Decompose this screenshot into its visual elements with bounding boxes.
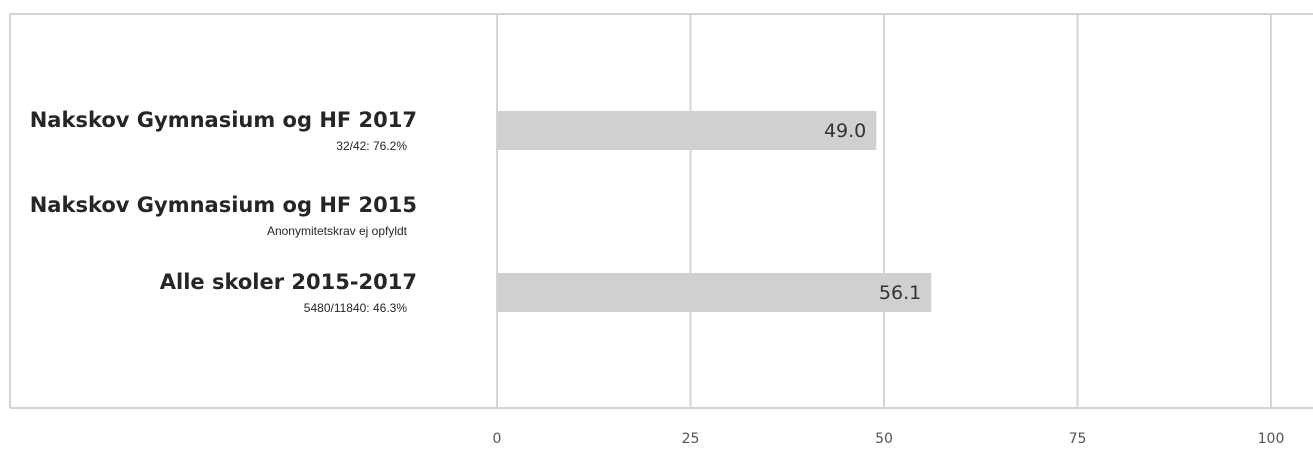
bar-value-label: 56.1 [879, 282, 921, 304]
x-tick-label: 100 [1258, 431, 1285, 447]
label-layer: Nakskov Gymnasium og HF 2017 32/42: 76.2%… [30, 108, 417, 315]
tick-layer: 0 25 50 75 100 [493, 431, 1285, 447]
category-label: Alle skoler 2015-2017 [160, 270, 417, 294]
grid-layer [9, 13, 1313, 409]
category-label: Nakskov Gymnasium og HF 2015 [30, 193, 417, 217]
bar [498, 273, 932, 312]
x-tick-label: 0 [493, 431, 502, 447]
bar-value-label: 49.0 [824, 120, 866, 142]
category-sublabel: 32/42: 76.2% [336, 139, 407, 153]
bar [498, 111, 877, 150]
category-sublabel: 5480/11840: 46.3% [304, 301, 408, 315]
bar-layer: 49.0 56.1 [498, 111, 932, 312]
category-sublabel: Anonymitetskrav ej opfyldt [267, 224, 408, 238]
category-label: Nakskov Gymnasium og HF 2017 [30, 108, 417, 132]
x-tick-label: 25 [682, 431, 700, 447]
x-tick-label: 50 [875, 431, 893, 447]
x-tick-label: 75 [1069, 431, 1087, 447]
